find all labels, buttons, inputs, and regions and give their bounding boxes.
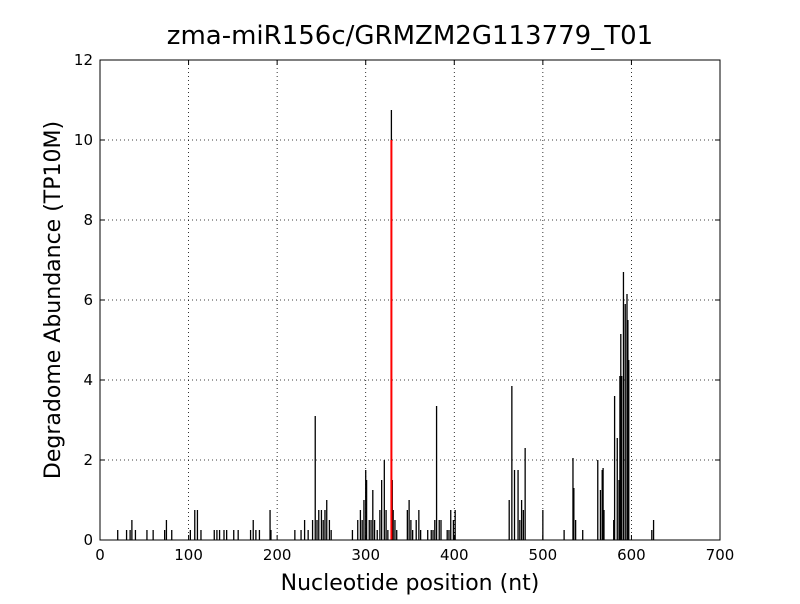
plot-frame (99, 59, 721, 541)
x-tick-label: 600 (617, 546, 646, 564)
y-tick-label: 2 (83, 451, 93, 469)
x-axis-label: Nucleotide position (nt) (281, 571, 540, 596)
y-axis-label: Degradome Abundance (TP10M) (41, 121, 66, 479)
chart-title: zma-miR156c/GRMZM2G113779_T01 (167, 21, 653, 51)
x-tick-label: 200 (263, 546, 292, 564)
y-tick-label: 0 (83, 531, 93, 549)
x-tick-label: 400 (440, 546, 469, 564)
x-tick-label: 0 (95, 546, 105, 564)
y-tick-label: 10 (74, 131, 93, 149)
y-tick-label: 12 (74, 51, 93, 69)
x-tick-label: 300 (351, 546, 380, 564)
x-tick-label: 500 (529, 546, 558, 564)
y-tick-label: 6 (83, 291, 93, 309)
y-tick-label: 4 (83, 371, 93, 389)
x-tick-label: 100 (174, 546, 203, 564)
x-tick-label: 700 (706, 546, 735, 564)
y-tick-label: 8 (83, 211, 93, 229)
